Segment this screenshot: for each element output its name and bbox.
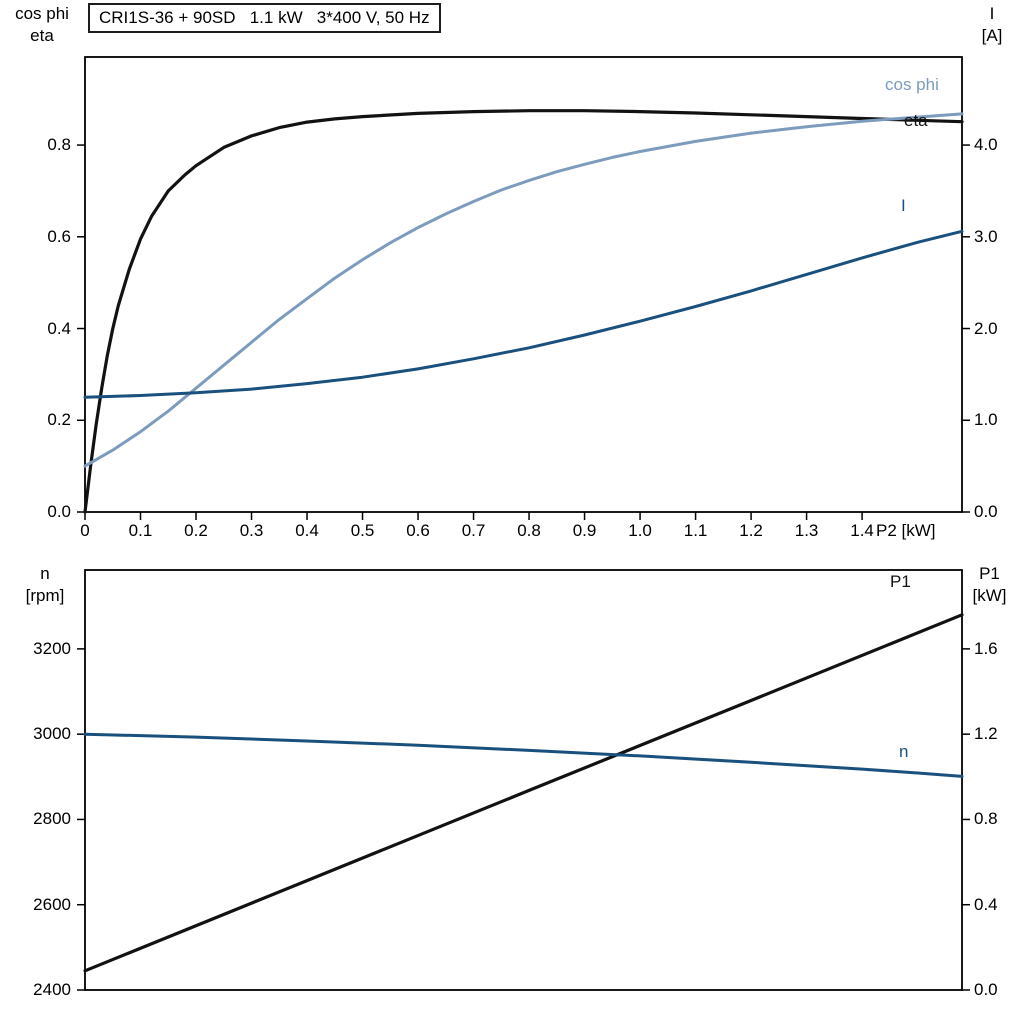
x-tick-label: 1.1 <box>683 521 708 540</box>
bottom-chart-right-axis-title: P1 [kW] <box>955 563 1024 607</box>
y-left-tick-label: 0.0 <box>47 502 71 521</box>
x-tick-label: 0.4 <box>295 521 319 540</box>
y-left-tick-label: 2600 <box>33 894 71 914</box>
x-axis-unit-label: P2 [kW] <box>876 521 936 540</box>
axis-title-cos-phi: cos phi <box>15 4 69 23</box>
y-left-tick-label: 3000 <box>33 724 71 744</box>
x-tick-label: 0.9 <box>572 521 597 540</box>
axis-title-rpm-unit: [rpm] <box>25 586 65 605</box>
x-tick-label: 0.8 <box>517 521 541 540</box>
curve-label-input-power: P1 <box>890 572 911 591</box>
bottom-chart-left-axis-title: n [rpm] <box>0 563 90 607</box>
top-chart-left-axis-title: cos phi eta <box>0 3 84 47</box>
y-left-tick-label: 0.4 <box>47 318 71 338</box>
axis-title-ampere-unit: [A] <box>981 26 1003 45</box>
y-left-tick-label: 0.6 <box>47 226 71 246</box>
curve-label-speed: n <box>899 742 909 761</box>
y-left-tick-label: 2400 <box>33 980 71 999</box>
x-tick-label: 0.2 <box>184 521 208 540</box>
top-chart-right-axis-title: I [A] <box>960 3 1024 47</box>
x-tick-label: 0.7 <box>461 521 486 540</box>
x-tick-label: 1.0 <box>628 521 652 540</box>
curve-label-eta: eta <box>904 111 928 130</box>
x-tick-label: 1.3 <box>794 521 819 540</box>
x-tick-label: 0.5 <box>350 521 375 540</box>
axis-title-speed: n <box>40 564 50 583</box>
x-tick-label: 0 <box>80 521 90 540</box>
y-right-tick-label: 0.0 <box>974 980 998 999</box>
axis-title-current: I <box>989 4 995 23</box>
y-right-tick-label: 1.6 <box>974 638 998 658</box>
axis-title-input-power: P1 <box>979 564 1000 583</box>
y-right-tick-label: 0.8 <box>974 809 998 829</box>
y-left-tick-label: 3200 <box>33 638 71 658</box>
y-right-tick-label: 3.0 <box>974 226 998 246</box>
x-tick-label: 1.4 <box>850 521 874 540</box>
chart-title-box: CRI1S-36 + 90SD 1.1 kW 3*400 V, 50 Hz <box>88 3 441 33</box>
y-left-tick-label: 0.8 <box>47 135 71 155</box>
x-tick-label: 1.2 <box>739 521 763 540</box>
y-left-tick-label: 2800 <box>33 809 71 829</box>
y-right-tick-label: 2.0 <box>974 318 998 338</box>
y-right-tick-label: 0.4 <box>974 894 998 914</box>
curve-label-cos-phi: cos phi <box>885 75 939 94</box>
y-right-tick-label: 0.0 <box>974 502 998 521</box>
x-tick-label: 0.1 <box>128 521 153 540</box>
y-right-tick-label: 1.2 <box>974 724 998 744</box>
curve-label-current: I <box>901 196 906 215</box>
y-right-tick-label: 1.0 <box>974 410 998 430</box>
axis-title-kw-unit: [kW] <box>972 586 1007 605</box>
x-tick-label: 0.6 <box>406 521 430 540</box>
y-left-tick-label: 0.2 <box>47 410 71 430</box>
x-tick-label: 0.3 <box>239 521 264 540</box>
axis-title-eta: eta <box>30 26 54 45</box>
y-right-tick-label: 4.0 <box>974 135 998 155</box>
